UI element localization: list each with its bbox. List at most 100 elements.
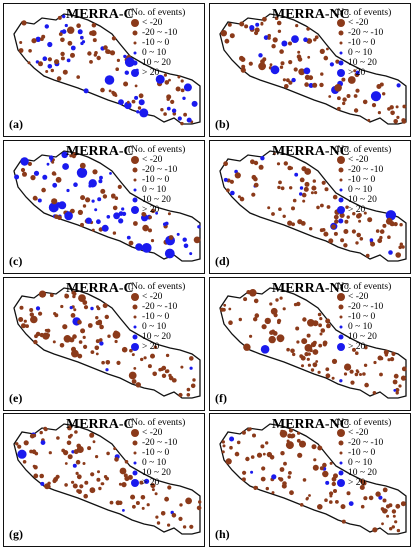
station-marker-negative	[54, 214, 59, 219]
station-marker-positive	[76, 167, 88, 178]
station-marker-negative	[399, 223, 403, 227]
station-marker-negative	[392, 514, 396, 518]
station-marker-negative	[52, 340, 56, 344]
station-marker-negative	[377, 355, 383, 361]
station-marker-negative	[261, 324, 267, 330]
station-marker-negative	[21, 323, 26, 329]
station-marker-positive	[263, 35, 269, 40]
station-marker-negative	[401, 366, 407, 372]
map-panel: MERRA-NC (d) (No. of events) < -20 -20 ~ -10…	[209, 140, 411, 274]
station-marker-negative	[30, 315, 38, 324]
station-marker-negative	[239, 55, 244, 61]
station-marker-positive	[166, 106, 171, 111]
station-marker-negative	[354, 372, 359, 377]
legend-item: -10 ~ 0	[128, 175, 200, 185]
station-marker-positive	[338, 218, 344, 224]
legend-item: -10 ~ 0	[334, 312, 406, 322]
station-marker-negative	[226, 188, 230, 193]
station-marker-negative	[111, 36, 116, 41]
station-marker-negative	[350, 380, 355, 385]
legend-item: 0 ~ 10	[334, 185, 406, 195]
station-marker-positive	[47, 41, 53, 48]
station-marker-negative	[70, 52, 75, 58]
station-marker-positive	[303, 67, 311, 75]
station-marker-negative	[269, 302, 273, 306]
station-marker-negative	[340, 504, 346, 510]
station-marker-negative	[71, 154, 76, 159]
nepal-map	[13, 287, 201, 399]
station-marker-negative	[47, 57, 53, 62]
station-marker-negative	[241, 477, 246, 482]
station-marker-negative	[356, 232, 361, 238]
legend-item: 0 ~ 10	[128, 48, 200, 58]
station-marker-negative	[111, 194, 115, 199]
station-marker-negative	[355, 241, 359, 245]
station-marker-negative	[390, 110, 395, 116]
station-marker-negative	[171, 513, 177, 518]
legend-item: 10 ~ 20	[128, 58, 200, 68]
legend-item: 0 ~ 10	[334, 322, 406, 332]
station-marker-positive	[46, 162, 50, 166]
station-marker-negative	[55, 474, 60, 479]
legend-swatch-icon	[131, 69, 139, 77]
station-marker-negative	[53, 172, 57, 176]
station-marker-negative	[94, 51, 98, 55]
station-marker-positive	[281, 40, 288, 47]
station-marker-negative	[222, 307, 226, 312]
station-marker-negative	[164, 369, 169, 374]
station-marker-positive	[163, 222, 167, 226]
station-marker-positive	[47, 64, 53, 69]
station-marker-negative	[267, 36, 271, 40]
legend-item-label: 10 ~ 20	[142, 468, 171, 478]
legend-item: 10 ~ 20	[128, 195, 200, 205]
station-marker-negative	[306, 357, 310, 361]
station-marker-negative	[33, 473, 39, 479]
station-marker-negative	[281, 483, 287, 489]
legend-item: < -20	[128, 155, 200, 165]
legend-item-label: -10 ~ 0	[348, 175, 376, 185]
station-marker-negative	[98, 486, 102, 491]
station-marker-negative	[146, 503, 150, 507]
legend-item: < -20	[128, 428, 200, 438]
station-marker-positive	[64, 211, 73, 221]
station-marker-negative	[286, 78, 290, 83]
legend-swatch-icon	[338, 197, 344, 203]
station-marker-negative	[223, 303, 227, 307]
station-marker-negative	[19, 41, 23, 44]
station-marker-positive	[105, 368, 109, 372]
station-marker-negative	[359, 485, 365, 490]
station-marker-negative	[139, 480, 144, 485]
station-marker-negative	[239, 196, 245, 202]
station-marker-negative	[114, 196, 119, 200]
station-marker-negative	[353, 94, 358, 98]
station-marker-positive	[88, 179, 97, 188]
station-marker-negative	[346, 215, 350, 219]
station-marker-positive	[396, 83, 401, 88]
nepal-map	[219, 13, 407, 125]
legend-item-label: -10 ~ 0	[142, 448, 170, 458]
station-marker-negative	[163, 112, 167, 116]
station-marker-negative	[135, 501, 140, 505]
station-marker-negative	[377, 111, 381, 115]
station-marker-negative	[196, 505, 202, 511]
station-marker-negative	[163, 73, 167, 77]
station-marker-negative	[279, 65, 284, 69]
legend-item-label: -20 ~ -10	[142, 28, 178, 38]
station-marker-negative	[64, 462, 68, 465]
station-marker-negative	[137, 106, 142, 110]
station-marker-negative	[61, 448, 66, 453]
station-marker-negative	[254, 30, 259, 36]
station-marker-negative	[73, 449, 79, 455]
station-marker-negative	[389, 527, 393, 531]
legend-item: > 20	[128, 68, 200, 78]
station-marker-negative	[315, 360, 319, 363]
legend-item-label: > 20	[142, 478, 160, 488]
station-marker-negative	[382, 498, 387, 503]
station-marker-negative	[362, 99, 368, 105]
station-marker-negative	[285, 441, 294, 450]
station-marker-negative	[359, 373, 362, 376]
station-marker-negative	[251, 174, 257, 180]
